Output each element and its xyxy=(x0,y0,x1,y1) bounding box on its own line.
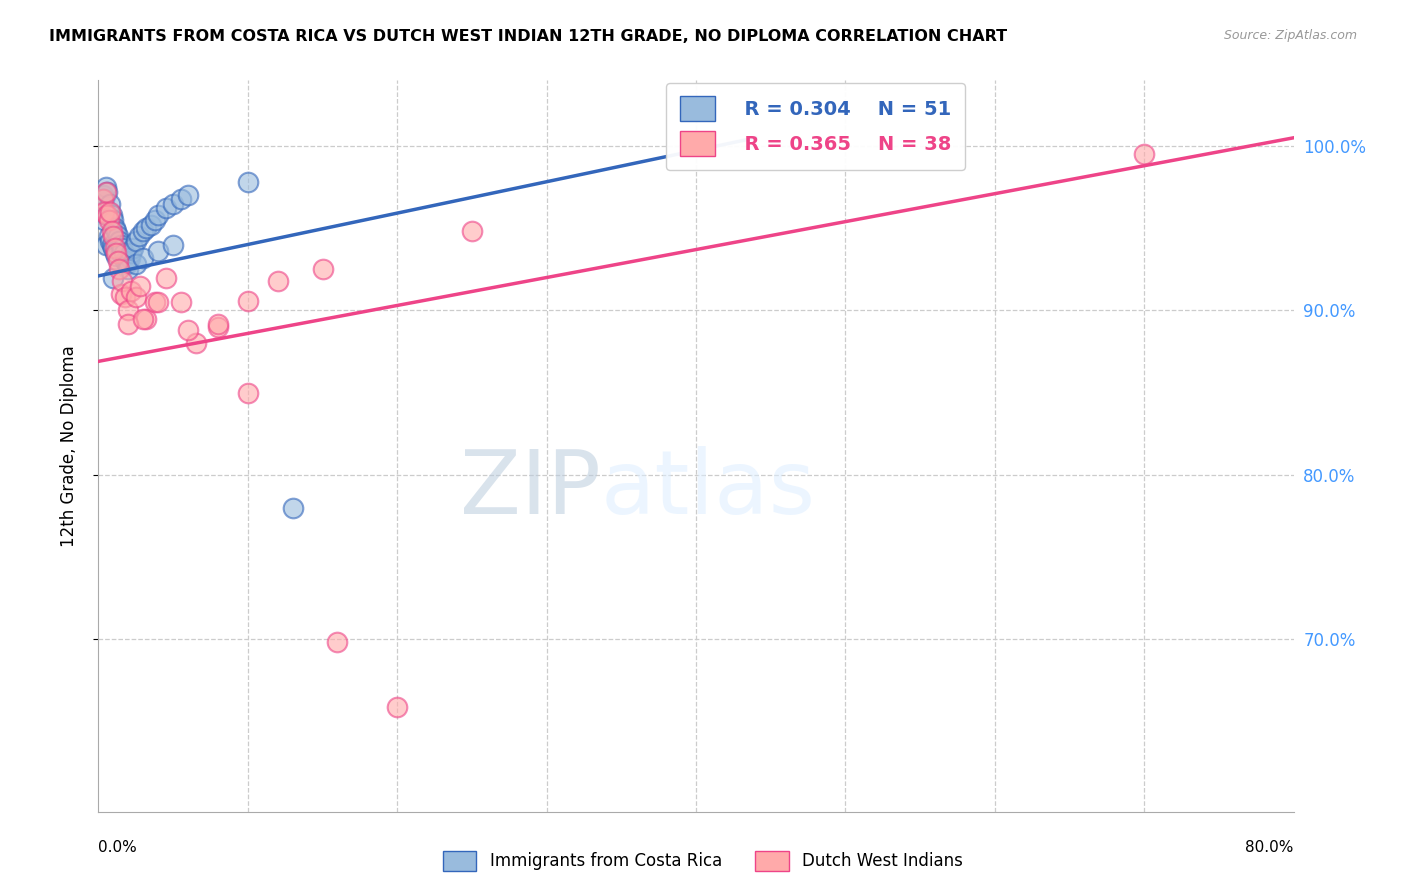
Point xyxy=(96,208,118,222)
Point xyxy=(98,204,122,219)
Point xyxy=(267,274,290,288)
Point xyxy=(93,204,115,219)
Point xyxy=(184,336,207,351)
Point xyxy=(107,254,129,268)
Legend:   R = 0.304    N = 51,   R = 0.365    N = 38: R = 0.304 N = 51, R = 0.365 N = 38 xyxy=(666,83,965,169)
Point xyxy=(311,262,333,277)
Point xyxy=(162,237,184,252)
Point xyxy=(110,245,132,260)
Point xyxy=(236,293,259,308)
Point xyxy=(104,245,127,260)
Point xyxy=(326,635,349,649)
Point xyxy=(110,287,132,301)
Point xyxy=(103,229,125,244)
Point xyxy=(169,295,191,310)
Point xyxy=(117,303,139,318)
Point xyxy=(155,270,177,285)
Point xyxy=(94,237,117,252)
Text: 80.0%: 80.0% xyxy=(1246,840,1294,855)
Point xyxy=(128,229,150,244)
Point xyxy=(129,278,152,293)
Point xyxy=(108,235,131,249)
Text: ZIP: ZIP xyxy=(460,446,600,533)
Point xyxy=(207,317,229,331)
Point xyxy=(120,284,142,298)
Point xyxy=(101,208,124,222)
Point xyxy=(117,262,139,277)
Text: IMMIGRANTS FROM COSTA RICA VS DUTCH WEST INDIAN 12TH GRADE, NO DIPLOMA CORRELATI: IMMIGRANTS FROM COSTA RICA VS DUTCH WEST… xyxy=(49,29,1007,45)
Point xyxy=(93,192,115,206)
Point xyxy=(155,202,177,216)
Point xyxy=(90,204,112,219)
Point xyxy=(93,213,115,227)
Point xyxy=(135,221,157,235)
Point xyxy=(125,290,148,304)
Point xyxy=(236,385,259,400)
Point xyxy=(108,262,131,277)
Point xyxy=(148,208,170,222)
Point xyxy=(177,323,200,337)
Point xyxy=(461,225,484,239)
Text: Source: ZipAtlas.com: Source: ZipAtlas.com xyxy=(1223,29,1357,43)
Point xyxy=(125,235,148,249)
Point xyxy=(125,257,148,271)
Point xyxy=(110,237,132,252)
Point xyxy=(105,249,128,263)
Point xyxy=(103,270,125,285)
Point xyxy=(139,218,162,232)
Point xyxy=(104,221,127,235)
Point xyxy=(132,225,155,239)
Text: 0.0%: 0.0% xyxy=(98,840,138,855)
Point xyxy=(177,188,200,202)
Point xyxy=(117,254,139,268)
Point xyxy=(97,204,120,219)
Point xyxy=(281,500,304,515)
Point xyxy=(162,196,184,211)
Point xyxy=(96,185,118,199)
Point xyxy=(97,213,120,227)
Point xyxy=(98,196,122,211)
Point xyxy=(117,317,139,331)
Point xyxy=(118,251,141,265)
Point xyxy=(103,241,125,255)
Point xyxy=(96,208,118,222)
Point xyxy=(120,245,142,260)
Point xyxy=(114,290,136,304)
Point xyxy=(169,192,191,206)
Point xyxy=(132,251,155,265)
Point xyxy=(107,229,129,244)
Point xyxy=(207,319,229,334)
Text: atlas: atlas xyxy=(600,446,815,533)
Point xyxy=(111,274,134,288)
Point xyxy=(236,175,259,189)
Point xyxy=(132,311,155,326)
Point xyxy=(101,237,124,252)
Point xyxy=(114,254,136,268)
Point xyxy=(1133,147,1156,161)
Point xyxy=(135,311,157,326)
Point xyxy=(105,225,128,239)
Point xyxy=(112,245,135,260)
Point xyxy=(94,185,117,199)
Legend: Immigrants from Costa Rica, Dutch West Indians: Immigrants from Costa Rica, Dutch West I… xyxy=(434,842,972,880)
Point xyxy=(98,235,122,249)
Point xyxy=(97,229,120,244)
Point xyxy=(94,180,117,194)
Point xyxy=(105,245,128,260)
Point xyxy=(115,257,138,271)
Point xyxy=(143,213,166,227)
Y-axis label: 12th Grade, No Diploma: 12th Grade, No Diploma xyxy=(59,345,77,547)
Point xyxy=(143,295,166,310)
Point xyxy=(121,241,143,255)
Point xyxy=(91,192,114,206)
Point xyxy=(385,699,409,714)
Point xyxy=(91,188,114,202)
Point xyxy=(104,241,127,255)
Point xyxy=(111,241,134,255)
Point xyxy=(103,213,125,227)
Point xyxy=(148,295,170,310)
Point xyxy=(101,225,124,239)
Point xyxy=(148,244,170,259)
